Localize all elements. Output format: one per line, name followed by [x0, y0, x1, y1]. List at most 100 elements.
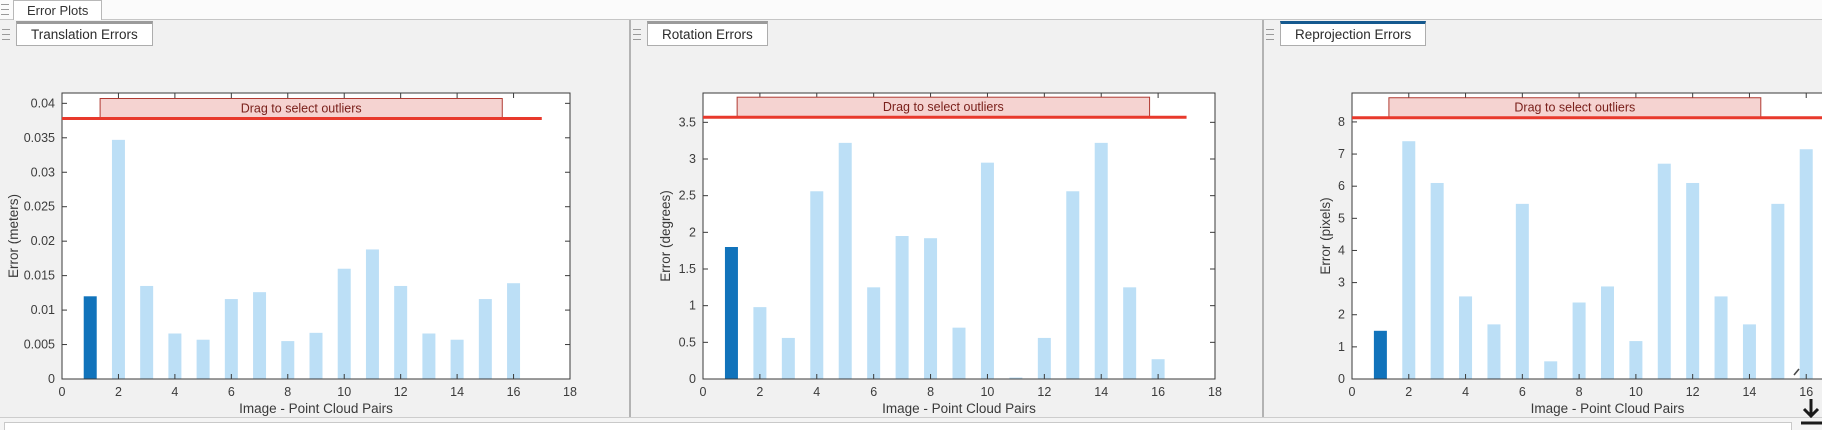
- bar-9[interactable]: [309, 332, 323, 379]
- bar-12[interactable]: [1686, 182, 1700, 379]
- bar-1[interactable]: [724, 247, 738, 379]
- bar-7[interactable]: [895, 236, 909, 379]
- bar-9[interactable]: [1601, 286, 1614, 379]
- bar-14[interactable]: [1742, 324, 1756, 379]
- bar-16[interactable]: [1799, 149, 1813, 379]
- tab-error-plots-label: Error Plots: [27, 3, 89, 18]
- x-tick-label: 6: [870, 385, 877, 399]
- x-tick-label: 6: [228, 385, 235, 399]
- bar-5[interactable]: [1487, 324, 1501, 379]
- y-tick-label: 1.5: [679, 262, 696, 276]
- bar-15[interactable]: [1123, 287, 1137, 379]
- x-axis-label: Image - Point Cloud Pairs: [882, 401, 1036, 416]
- bar-14[interactable]: [450, 339, 464, 379]
- drag-grip-icon[interactable]: [633, 29, 641, 40]
- x-tick-label: 10: [337, 385, 351, 399]
- y-tick-label: 1: [689, 299, 696, 313]
- y-axis-label: Error (meters): [6, 194, 21, 278]
- y-tick-label: 0.005: [24, 338, 55, 352]
- y-tick-label: 0.02: [31, 234, 55, 248]
- bar-2[interactable]: [753, 307, 767, 379]
- bar-8[interactable]: [1572, 302, 1586, 379]
- bar-10[interactable]: [980, 162, 994, 379]
- outlier-banner-label: Drag to select outliers: [1514, 101, 1635, 115]
- drag-grip-icon[interactable]: [1, 4, 9, 15]
- bar-plot: 024681012141618012345678Drag to select o…: [1318, 92, 1822, 416]
- y-tick-label: 0.03: [31, 165, 55, 179]
- bar-10[interactable]: [337, 268, 351, 379]
- figure-panels: Translation Errors 0 2 4 6 8 10 12 14 16 18 0 0.005…: [0, 20, 1822, 417]
- bar-16[interactable]: [1151, 359, 1165, 379]
- bar-7[interactable]: [1544, 361, 1558, 379]
- bar-8[interactable]: [924, 238, 938, 379]
- x-axis-label: Image - Point Cloud Pairs: [239, 401, 393, 416]
- bar-3[interactable]: [140, 285, 154, 379]
- bar-4[interactable]: [168, 333, 182, 379]
- bar-2[interactable]: [111, 139, 125, 379]
- outlier-banner-label: Drag to select outliers: [241, 101, 362, 115]
- bar-3[interactable]: [781, 337, 795, 379]
- panel-splitter[interactable]: [1262, 20, 1264, 417]
- bar-1[interactable]: [83, 296, 97, 379]
- bar-2[interactable]: [1402, 141, 1416, 379]
- x-tick-label: 18: [1208, 385, 1222, 399]
- bar-13[interactable]: [422, 333, 436, 379]
- mouse-cursor-icon: [1793, 368, 1800, 376]
- x-tick-label: 18: [563, 385, 577, 399]
- bar-11[interactable]: [1657, 163, 1671, 379]
- bar-10[interactable]: [1629, 341, 1643, 379]
- y-tick-label: 0: [48, 372, 55, 386]
- y-tick-label: 2: [1338, 308, 1345, 322]
- x-tick-label: 16: [507, 385, 521, 399]
- bar-7[interactable]: [253, 292, 267, 379]
- y-tick-label: 0.015: [24, 269, 55, 283]
- y-tick-label: 0.5: [679, 335, 696, 349]
- bar-16[interactable]: [507, 283, 521, 379]
- panel-splitter[interactable]: [629, 20, 631, 417]
- x-tick-label: 16: [1799, 385, 1813, 399]
- bar-6[interactable]: [224, 299, 238, 379]
- bar-4[interactable]: [1459, 296, 1473, 379]
- bar-13[interactable]: [1714, 296, 1728, 379]
- x-tick-label: 4: [1462, 385, 1469, 399]
- bar-plot: 0 2 4 6 8 10 12 14 16 18 0 0.5 1 1.5 2 2.5 3 3.5 Drag to s…: [658, 92, 1222, 416]
- x-tick-label: 14: [1094, 385, 1108, 399]
- y-tick-label: 0.025: [24, 200, 55, 214]
- bar-12[interactable]: [1037, 337, 1051, 379]
- bar-11[interactable]: [365, 249, 379, 379]
- tab-error-plots[interactable]: Error Plots: [13, 0, 103, 20]
- bar-9[interactable]: [952, 327, 966, 379]
- y-tick-label: 3: [1338, 276, 1345, 290]
- y-tick-label: 5: [1338, 211, 1345, 225]
- x-tick-label: 0: [700, 385, 707, 399]
- bar-12[interactable]: [394, 285, 408, 379]
- bar-3[interactable]: [1430, 182, 1444, 379]
- bar-15[interactable]: [478, 299, 492, 379]
- bar-8[interactable]: [281, 341, 295, 379]
- x-tick-label: 8: [1576, 385, 1583, 399]
- x-tick-label: 16: [1151, 385, 1165, 399]
- bar-11[interactable]: [1009, 377, 1023, 379]
- bar-14[interactable]: [1094, 142, 1108, 379]
- bar-1[interactable]: [1373, 330, 1387, 379]
- x-tick-label: 4: [171, 385, 178, 399]
- drag-grip-icon[interactable]: [1266, 29, 1274, 40]
- bar-5[interactable]: [196, 339, 210, 379]
- y-tick-label: 7: [1338, 147, 1345, 161]
- x-tick-label: 2: [115, 385, 122, 399]
- drag-grip-icon[interactable]: [2, 29, 10, 40]
- bar-6[interactable]: [867, 287, 881, 379]
- tab-translation-errors[interactable]: Translation Errors: [16, 21, 153, 46]
- y-tick-label: 0.035: [24, 131, 55, 145]
- bar-4[interactable]: [810, 191, 824, 379]
- bar-6[interactable]: [1515, 203, 1529, 379]
- tab-rotation-errors[interactable]: Rotation Errors: [647, 21, 768, 46]
- bar-15[interactable]: [1771, 203, 1785, 379]
- status-bar: [0, 417, 1822, 430]
- x-tick-label: 10: [1629, 385, 1643, 399]
- bar-13[interactable]: [1066, 191, 1080, 379]
- x-tick-label: 2: [756, 385, 763, 399]
- tab-reprojection-errors[interactable]: Reprojection Errors: [1280, 21, 1427, 46]
- bar-5[interactable]: [838, 142, 852, 379]
- export-figure-icon[interactable]: [1798, 398, 1822, 430]
